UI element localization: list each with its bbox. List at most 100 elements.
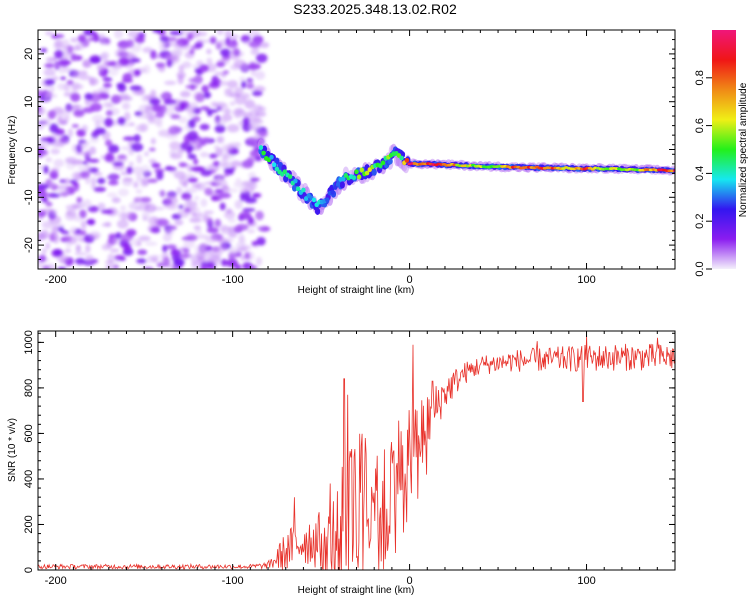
spectrogram-noise-cell xyxy=(79,209,87,219)
spectrogram-noise-cell xyxy=(249,62,257,71)
spectrogram-noise-cell xyxy=(157,62,166,73)
spectrogram-noise-cell xyxy=(206,48,212,55)
spectrogram-noise-cell xyxy=(200,242,208,250)
spectrogram-noise-cell xyxy=(85,149,92,157)
spectrogram-noise-cell xyxy=(184,106,195,113)
spectrogram-noise-cell xyxy=(173,40,183,49)
spectrogram-noise-cell xyxy=(187,153,197,160)
spectrogram-noise-cell xyxy=(64,234,73,242)
spectrogram-noise-cell xyxy=(150,227,159,233)
spectrogram-track-core xyxy=(333,185,338,190)
spectrogram-noise-cell xyxy=(48,181,56,189)
spectrogram-noise-cell xyxy=(196,39,204,45)
spectrogram-noise-cell xyxy=(58,60,72,65)
spectrogram-noise-cell xyxy=(60,76,66,81)
spectrogram-track-core xyxy=(399,155,404,161)
spectrogram-noise-cell xyxy=(85,175,91,185)
spectrogram-noise-cell xyxy=(220,258,228,267)
spectrogram-noise-cell xyxy=(166,36,178,42)
spectrogram-noise-cell xyxy=(61,45,71,50)
spectrogram-noise-cell xyxy=(57,115,63,122)
spectrogram-noise-cell xyxy=(227,80,239,89)
spectrogram-noise-cell xyxy=(111,94,124,104)
spectrogram-noise-cell xyxy=(215,147,223,157)
spectrogram-noise-cell xyxy=(108,180,119,186)
spectrogram-noise-cell xyxy=(156,170,164,181)
spectrogram-noise-cell xyxy=(89,136,99,144)
spectrogram-noise-cell xyxy=(188,145,195,152)
spectrogram-noise-cell xyxy=(187,130,199,141)
spectrogram-noise-cell xyxy=(169,141,181,150)
spectrogram-noise-cell xyxy=(184,188,198,194)
spectrogram-noise-cell xyxy=(230,160,241,167)
spectrogram-track-core xyxy=(341,176,346,182)
snr-y-axis-label: SNR (10 * v/v) xyxy=(7,418,18,482)
spectrogram-noise-cell xyxy=(43,165,49,174)
spectrogram-noise-cell xyxy=(114,254,125,261)
spectrogram-noise-cell xyxy=(71,124,79,128)
spectrogram-noise-cell xyxy=(223,167,235,173)
spectrogram-noise-cell xyxy=(162,244,168,253)
spectrogram-noise-cell xyxy=(39,191,49,198)
spectrogram-noise-cell xyxy=(131,166,144,175)
spectrogram-noise-cell xyxy=(129,85,142,91)
spectrogram-noise-cell xyxy=(106,192,118,198)
spectrogram-x-tick-label: 0 xyxy=(407,274,413,286)
spectrogram-noise-cell xyxy=(214,119,227,126)
spectrogram-noise-cell xyxy=(41,196,48,203)
spectrogram-noise-cell xyxy=(192,207,201,212)
spectrogram-noise-cell xyxy=(149,97,161,106)
spectrogram-noise-cell xyxy=(209,83,221,88)
spectrogram-noise-cell xyxy=(254,131,260,139)
spectrogram-noise-cell xyxy=(135,189,143,194)
spectrogram-noise-cell xyxy=(144,203,157,213)
spectrogram-noise-cell xyxy=(190,216,200,223)
spectrogram-noise-cell xyxy=(192,77,202,87)
spectrogram-noise-cell xyxy=(164,107,174,117)
spectrogram-noise-cell xyxy=(116,153,128,163)
spectrogram-noise-cell xyxy=(183,239,195,249)
spectrogram-track-core xyxy=(330,189,335,195)
spectrogram-noise-cell xyxy=(112,165,126,171)
snr-y-tick-label: 400 xyxy=(23,470,35,488)
spectrogram-noise-cell xyxy=(39,141,51,149)
snr-x-tick-label: 100 xyxy=(577,575,595,587)
spectrogram-noise-cell xyxy=(171,49,182,58)
spectrogram-noise-cell xyxy=(214,178,224,185)
spectrogram-track-core xyxy=(380,160,386,166)
spectrogram-noise-cell xyxy=(75,151,87,156)
spectrogram-noise-cell xyxy=(115,232,122,240)
spectrogram-noise-cell xyxy=(102,101,112,108)
spectrogram-noise-cell xyxy=(40,117,52,127)
spectrogram-noise-cell xyxy=(193,158,199,165)
spectrogram-track-core xyxy=(274,166,280,172)
spectrogram-noise-cell xyxy=(204,187,213,196)
spectrogram-noise-cell xyxy=(253,85,266,93)
snr-y-tick-label: 1000 xyxy=(23,330,35,354)
spectrogram-noise-cell xyxy=(126,166,133,175)
spectrogram-noise-cell xyxy=(54,39,64,49)
spectrogram-noise-cell xyxy=(105,110,113,117)
spectrogram-noise-cell xyxy=(108,264,120,269)
spectrogram-noise-cell xyxy=(42,208,54,214)
spectrogram-noise-cell xyxy=(118,188,130,197)
spectrogram-noise-cell xyxy=(52,225,59,230)
spectrogram-noise-cell xyxy=(69,179,78,184)
spectrogram-noise-cell xyxy=(100,209,114,214)
spectrogram-noise-cell xyxy=(50,148,61,155)
snr-x-tick-label: -200 xyxy=(45,575,67,587)
spectrogram-noise-cell xyxy=(184,173,196,178)
spectrogram-track-core xyxy=(356,174,362,180)
spectrogram-noise-cell xyxy=(151,118,163,125)
spectrogram-noise-cell xyxy=(133,181,139,189)
spectrogram-noise-cell xyxy=(131,44,142,53)
spectrogram-noise-cell xyxy=(105,265,112,269)
spectrogram-noise-cell xyxy=(85,244,91,253)
spectrogram-noise-cell xyxy=(49,233,56,242)
spectrogram-noise-cell xyxy=(178,204,184,209)
spectrogram-noise-cell xyxy=(123,136,136,141)
spectrogram-noise-cell xyxy=(178,247,189,252)
spectrogram-noise-cell xyxy=(70,45,81,51)
